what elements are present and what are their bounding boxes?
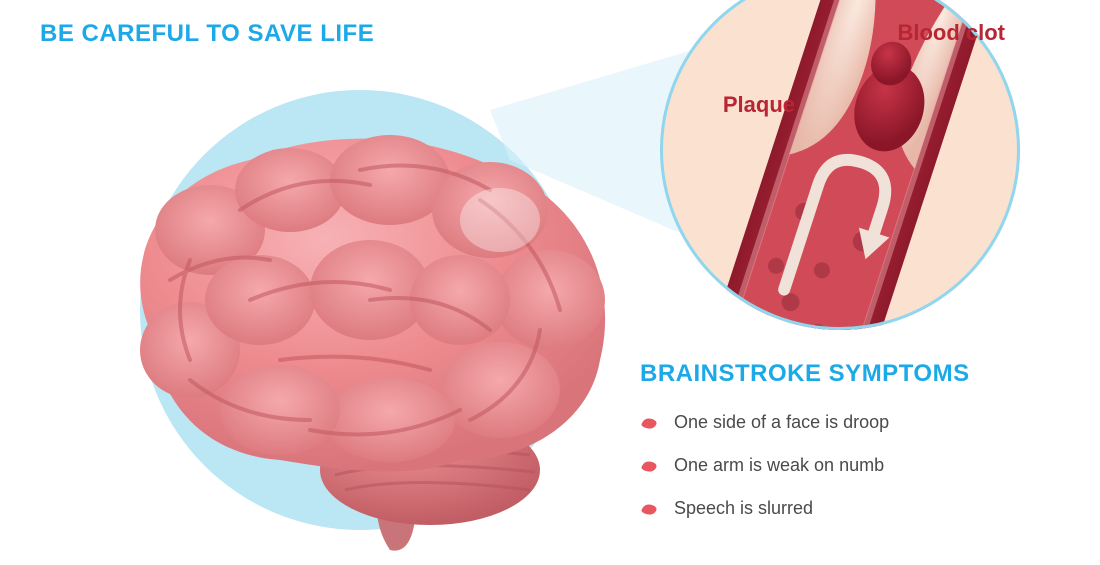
label-blood-clot: Blood clot: [897, 20, 1005, 46]
symptom-text: Speech is slurred: [674, 498, 813, 519]
symptom-item: One side of a face is droop: [640, 412, 1060, 433]
symptoms-list: One side of a face is droop One arm is w…: [640, 412, 1060, 519]
vessel-inset: [660, 0, 1020, 330]
symptom-text: One arm is weak on numb: [674, 455, 884, 476]
symptom-item: One arm is weak on numb: [640, 455, 1060, 476]
symptoms-heading: BRAINSTROKE SYMPTOMS: [640, 360, 1060, 388]
symptoms-panel: BRAINSTROKE SYMPTOMS One side of a face …: [640, 360, 1060, 541]
bullet-icon: [640, 459, 658, 473]
bullet-icon: [640, 502, 658, 516]
tagline: BE CAREFUL TO SAVE LIFE: [40, 20, 374, 48]
bullet-icon: [640, 416, 658, 430]
symptom-item: Speech is slurred: [640, 498, 1060, 519]
symptom-text: One side of a face is droop: [674, 412, 889, 433]
brain-graphic: [60, 100, 640, 560]
label-plaque: Plaque: [723, 92, 795, 118]
brain-illustration: [60, 60, 580, 560]
